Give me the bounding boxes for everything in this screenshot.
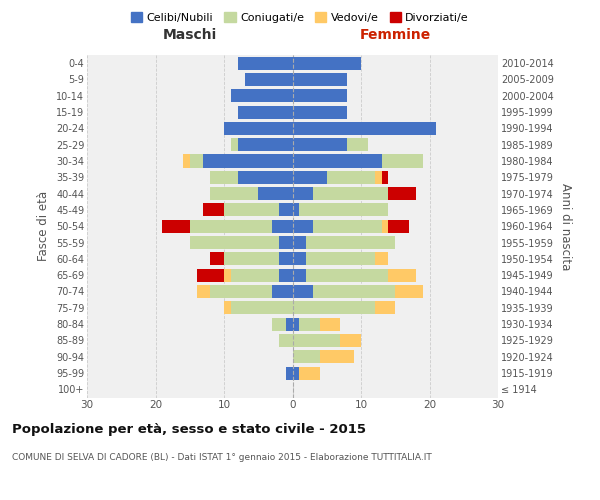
Bar [224, 268, 231, 281]
Bar [279, 204, 293, 216]
Bar [382, 171, 388, 184]
Bar [395, 285, 422, 298]
Bar [388, 220, 409, 233]
Bar [293, 89, 347, 102]
Bar [293, 285, 313, 298]
Bar [231, 138, 238, 151]
Bar [279, 236, 293, 249]
Bar [286, 366, 293, 380]
Bar [327, 171, 375, 184]
Text: Popolazione per età, sesso e stato civile - 2015: Popolazione per età, sesso e stato civil… [12, 422, 366, 436]
Bar [293, 154, 382, 168]
Bar [279, 334, 293, 347]
Text: Maschi: Maschi [163, 28, 217, 42]
Bar [211, 171, 238, 184]
Bar [203, 204, 224, 216]
Legend: Celibi/Nubili, Coniugati/e, Vedovi/e, Divorziati/e: Celibi/Nubili, Coniugati/e, Vedovi/e, Di… [127, 8, 473, 28]
Bar [279, 252, 293, 266]
Bar [163, 220, 190, 233]
Bar [238, 138, 293, 151]
Bar [224, 252, 279, 266]
Bar [306, 252, 375, 266]
Bar [203, 154, 293, 168]
Bar [293, 171, 327, 184]
Bar [306, 236, 395, 249]
Bar [190, 220, 272, 233]
Bar [231, 89, 293, 102]
Bar [258, 187, 293, 200]
Bar [306, 268, 388, 281]
Bar [211, 187, 258, 200]
Bar [238, 171, 293, 184]
Bar [313, 285, 395, 298]
Bar [388, 268, 416, 281]
Bar [375, 302, 395, 314]
Bar [190, 154, 203, 168]
Bar [293, 318, 299, 330]
Bar [293, 350, 320, 363]
Bar [313, 220, 382, 233]
Bar [293, 366, 299, 380]
Bar [238, 106, 293, 118]
Bar [293, 252, 306, 266]
Bar [293, 236, 306, 249]
Bar [211, 285, 272, 298]
Bar [190, 236, 279, 249]
Bar [272, 285, 293, 298]
Bar [231, 302, 293, 314]
Bar [375, 252, 388, 266]
Bar [293, 204, 299, 216]
Bar [279, 268, 293, 281]
Bar [211, 252, 224, 266]
Bar [293, 187, 313, 200]
Bar [224, 204, 279, 216]
Bar [238, 56, 293, 70]
Bar [293, 268, 306, 281]
Bar [382, 220, 388, 233]
Bar [320, 350, 354, 363]
Bar [293, 122, 436, 135]
Text: COMUNE DI SELVA DI CADORE (BL) - Dati ISTAT 1° gennaio 2015 - Elaborazione TUTTI: COMUNE DI SELVA DI CADORE (BL) - Dati IS… [12, 452, 432, 462]
Bar [299, 318, 320, 330]
Bar [293, 220, 313, 233]
Bar [299, 366, 320, 380]
Bar [272, 220, 293, 233]
Bar [293, 302, 375, 314]
Bar [313, 187, 388, 200]
Bar [183, 154, 190, 168]
Bar [224, 122, 293, 135]
Bar [293, 106, 347, 118]
Bar [245, 73, 293, 86]
Bar [197, 285, 211, 298]
Bar [382, 154, 422, 168]
Bar [375, 171, 382, 184]
Bar [286, 318, 293, 330]
Bar [293, 334, 340, 347]
Bar [320, 318, 340, 330]
Bar [293, 56, 361, 70]
Bar [272, 318, 286, 330]
Bar [293, 138, 347, 151]
Bar [293, 73, 347, 86]
Bar [388, 187, 416, 200]
Bar [347, 138, 368, 151]
Y-axis label: Anni di nascita: Anni di nascita [559, 182, 572, 270]
Bar [340, 334, 361, 347]
Y-axis label: Fasce di età: Fasce di età [37, 191, 50, 262]
Bar [224, 302, 231, 314]
Bar [197, 268, 224, 281]
Text: Femmine: Femmine [359, 28, 431, 42]
Bar [299, 204, 388, 216]
Bar [231, 268, 279, 281]
